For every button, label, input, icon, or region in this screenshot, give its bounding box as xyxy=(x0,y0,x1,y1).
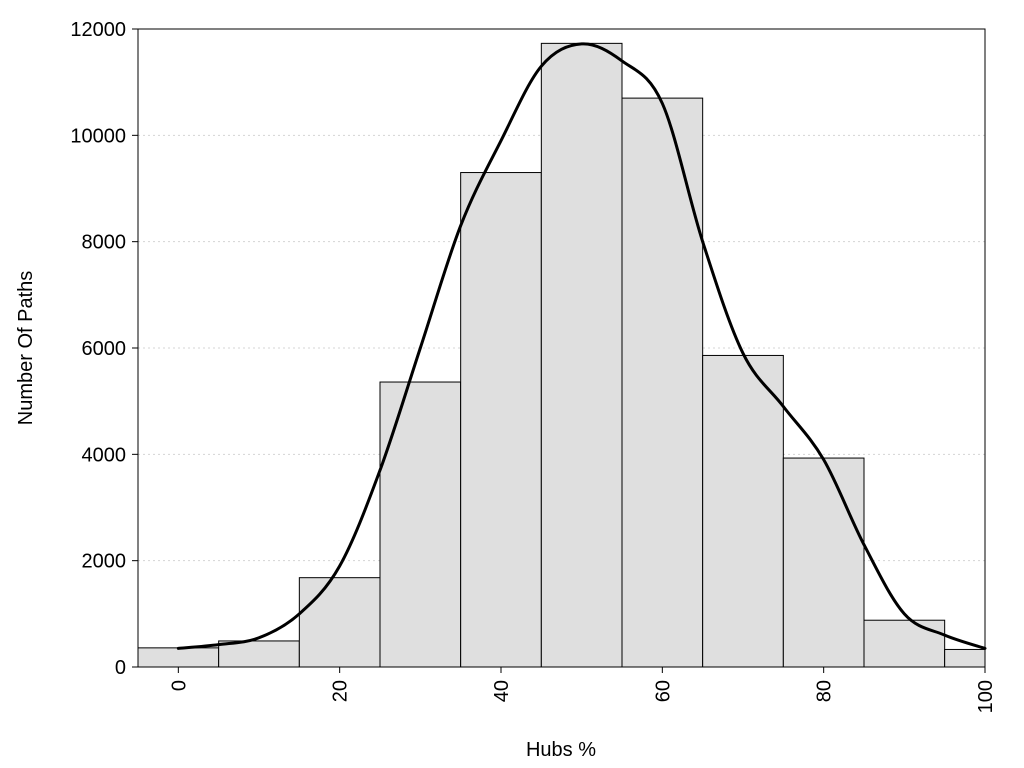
histogram-bars xyxy=(137,42,986,668)
histogram-bar xyxy=(379,381,462,668)
x-tick-label: 20 xyxy=(330,680,352,702)
x-axis-label: Hubs % xyxy=(526,739,596,761)
histogram-bar xyxy=(944,648,986,668)
y-tick-label: 2000 xyxy=(82,551,127,573)
histogram-bar xyxy=(702,354,784,668)
histogram-bar xyxy=(540,42,623,668)
histogram-bar xyxy=(621,97,704,668)
x-tick-label: 40 xyxy=(491,680,513,702)
tick-labels: 0 2000 4000 6000 8000 10000 12000 0 20 40 60 80 100 xyxy=(70,19,997,713)
x-tick-label: 100 xyxy=(975,680,997,713)
axis-ticks xyxy=(132,28,986,673)
y-tick-label: 8000 xyxy=(82,232,127,254)
histogram-bar xyxy=(298,577,381,668)
y-axis-label: Number Of Paths xyxy=(15,271,37,426)
y-tick-label: 0 xyxy=(115,657,126,679)
y-tick-label: 6000 xyxy=(82,338,127,360)
histogram-bar xyxy=(782,457,865,668)
histogram-bar xyxy=(137,647,220,668)
y-tick-label: 4000 xyxy=(82,444,127,466)
histogram-bar xyxy=(863,619,946,668)
histogram-bar xyxy=(460,172,542,668)
x-tick-label: 60 xyxy=(652,680,674,702)
x-tick-label: 0 xyxy=(168,680,190,691)
density-curve xyxy=(176,42,987,650)
histogram-bar xyxy=(218,640,300,668)
y-tick-label: 12000 xyxy=(70,19,126,41)
y-tick-label: 10000 xyxy=(70,125,126,147)
x-tick-label: 80 xyxy=(814,680,836,702)
